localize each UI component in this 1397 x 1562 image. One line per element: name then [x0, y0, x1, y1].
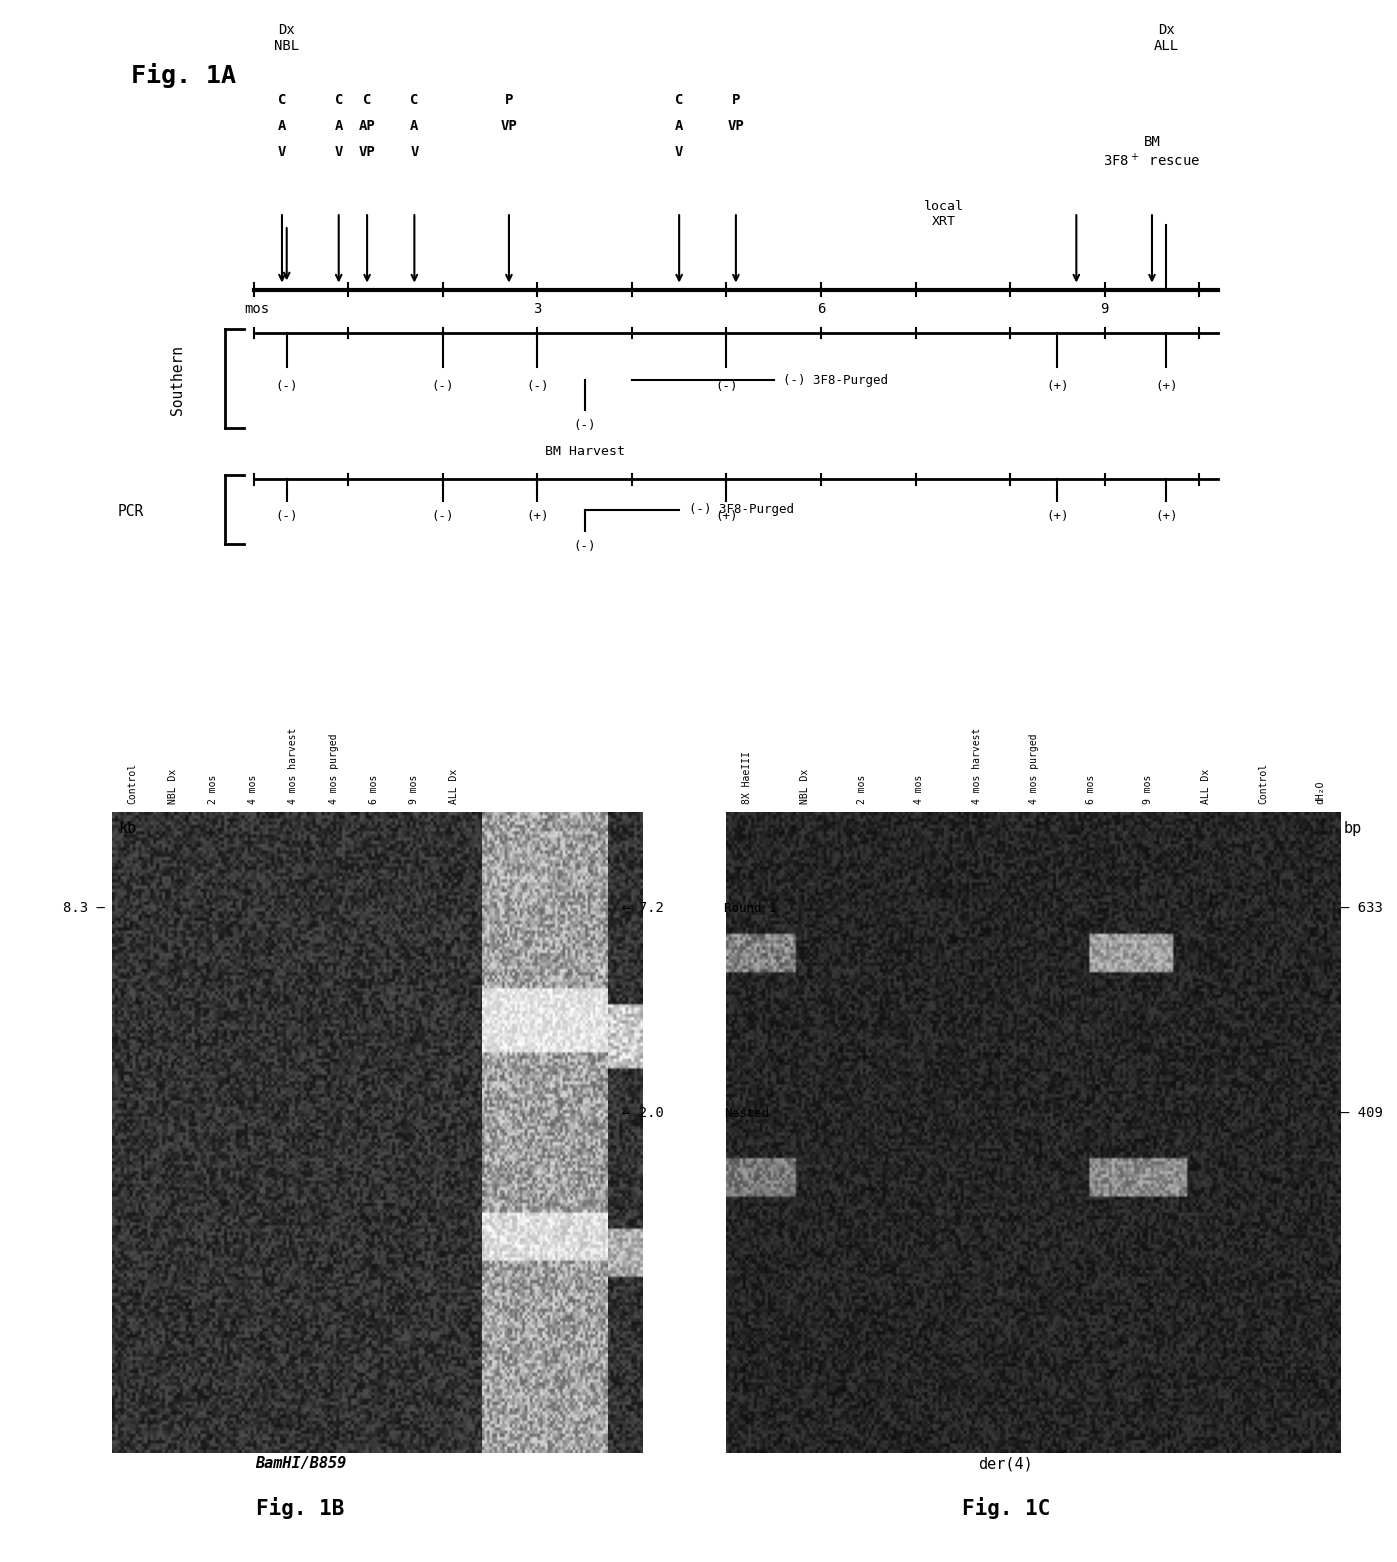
Text: BM Harvest: BM Harvest — [545, 445, 624, 458]
Text: V: V — [278, 145, 286, 159]
Text: 8.3 –: 8.3 – — [63, 901, 105, 915]
Text: (-) 3F8-Purged: (-) 3F8-Purged — [784, 373, 888, 387]
Text: (+): (+) — [1046, 380, 1069, 394]
Text: dH₂O: dH₂O — [1315, 781, 1326, 804]
Text: Dx
ALL: Dx ALL — [1154, 22, 1179, 53]
Text: 3: 3 — [534, 303, 542, 317]
Text: (-): (-) — [432, 509, 454, 523]
Text: A: A — [675, 119, 683, 133]
Text: Round 1: Round 1 — [724, 903, 777, 915]
Text: (-) 3F8-Purged: (-) 3F8-Purged — [689, 503, 793, 515]
Text: ALL Dx: ALL Dx — [1200, 769, 1211, 804]
Text: 6: 6 — [817, 303, 826, 317]
Text: NBL Dx: NBL Dx — [168, 769, 177, 804]
Text: (+): (+) — [1046, 509, 1069, 523]
Text: 4 mos: 4 mos — [249, 775, 258, 804]
Text: 4 mos harvest: 4 mos harvest — [971, 728, 982, 804]
Text: PCR: PCR — [117, 505, 144, 519]
Text: VP: VP — [359, 145, 376, 159]
Text: (-): (-) — [573, 419, 597, 433]
Text: (-): (-) — [527, 380, 549, 394]
Text: 6 mos: 6 mos — [369, 775, 379, 804]
Text: 9 mos: 9 mos — [409, 775, 419, 804]
Text: C: C — [278, 94, 286, 108]
Text: (-): (-) — [715, 380, 738, 394]
Text: – 633: – 633 — [1341, 901, 1383, 915]
Text: (+): (+) — [527, 509, 549, 523]
Text: Southern: Southern — [170, 345, 186, 415]
Text: 6 mos: 6 mos — [1085, 775, 1097, 804]
Text: ← 2.0: ← 2.0 — [622, 1106, 664, 1120]
Text: 4 mos purged: 4 mos purged — [1028, 734, 1039, 804]
Text: (-): (-) — [573, 540, 597, 553]
Text: Fig. 1A: Fig. 1A — [131, 62, 236, 87]
Text: (-): (-) — [275, 509, 298, 523]
Text: V: V — [411, 145, 419, 159]
Text: AP: AP — [359, 119, 376, 133]
Text: A: A — [278, 119, 286, 133]
Text: kb: kb — [119, 820, 137, 836]
Text: Fig. 1C: Fig. 1C — [961, 1496, 1051, 1520]
Text: mos: mos — [244, 303, 270, 317]
Text: bp: bp — [1344, 820, 1362, 836]
Text: 9 mos: 9 mos — [1143, 775, 1154, 804]
Text: C: C — [675, 94, 683, 108]
Text: Control: Control — [1257, 764, 1268, 804]
Text: 2 mos: 2 mos — [208, 775, 218, 804]
Text: P: P — [732, 94, 740, 108]
Text: ALL Dx: ALL Dx — [448, 769, 460, 804]
Text: A: A — [334, 119, 342, 133]
Text: Dx
NBL: Dx NBL — [274, 22, 299, 53]
Text: 9: 9 — [1101, 303, 1109, 317]
Text: VP: VP — [500, 119, 517, 133]
Text: der(4): der(4) — [978, 1456, 1034, 1471]
Text: ← 7.2: ← 7.2 — [622, 901, 664, 915]
Text: (+): (+) — [1155, 509, 1178, 523]
Text: 2 mos: 2 mos — [856, 775, 868, 804]
Text: (+): (+) — [1155, 380, 1178, 394]
Text: V: V — [675, 145, 683, 159]
Text: C: C — [411, 94, 419, 108]
Text: (-): (-) — [275, 380, 298, 394]
Text: NBL Dx: NBL Dx — [799, 769, 810, 804]
Text: 4 mos: 4 mos — [914, 775, 925, 804]
Text: – 409: – 409 — [1341, 1106, 1383, 1120]
Text: BM
3F8$^+$ rescue: BM 3F8$^+$ rescue — [1104, 134, 1200, 169]
Text: (+): (+) — [715, 509, 738, 523]
Text: C: C — [334, 94, 342, 108]
Text: A: A — [411, 119, 419, 133]
Text: V: V — [334, 145, 342, 159]
Text: 8X HaeIII: 8X HaeIII — [742, 751, 753, 804]
Text: C: C — [363, 94, 372, 108]
Text: (-): (-) — [432, 380, 454, 394]
Text: Control: Control — [127, 764, 138, 804]
Text: VP: VP — [728, 119, 745, 133]
Text: local
XRT: local XRT — [923, 200, 964, 228]
Text: Fig. 1B: Fig. 1B — [256, 1496, 345, 1520]
Text: P: P — [504, 94, 513, 108]
Text: Nested: Nested — [724, 1107, 768, 1120]
Text: 4 mos harvest: 4 mos harvest — [288, 728, 299, 804]
Text: 4 mos purged: 4 mos purged — [328, 734, 338, 804]
Text: BamHI/B859: BamHI/B859 — [254, 1456, 346, 1471]
